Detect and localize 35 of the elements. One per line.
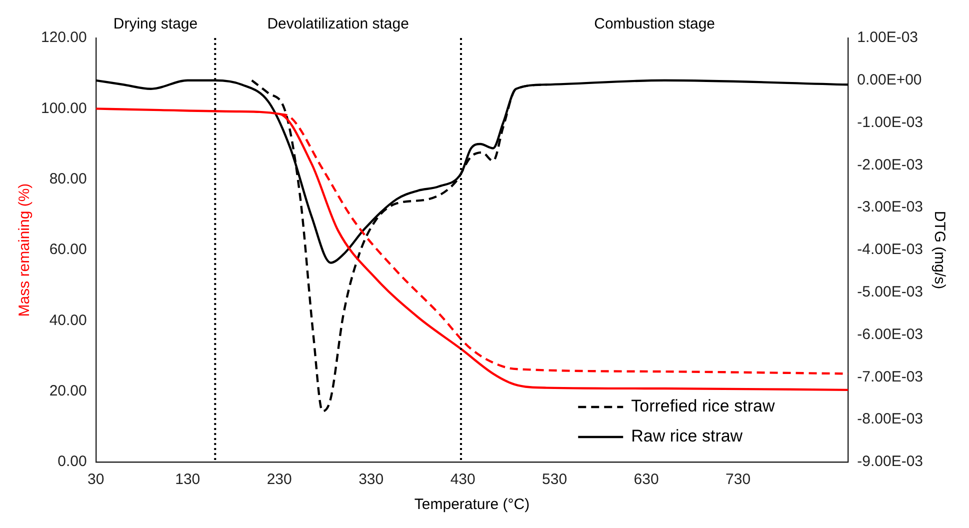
y2-tick-label: -3.00E-03 [857,198,923,216]
x-axis-title: Temperature (°C) [414,496,530,514]
text: Devolatilization stage [267,16,409,33]
x-tick-label: 130 [175,471,200,488]
legend-label: Raw rice straw [631,426,744,446]
y-tick-label: 0.00 [58,453,87,470]
y2-tick-label: -1.00E-03 [857,114,923,131]
text: Combustion stage [594,16,716,33]
y2-tick-label: -6.00E-03 [857,326,923,343]
x-tick-label: 530 [542,471,568,488]
x-tick-label: 330 [358,471,384,488]
y2-tick-label: -7.00E-03 [857,368,923,386]
y2-tick-label: -5.00E-03 [857,284,923,301]
text: Drying stage [113,16,198,33]
y2-axis-title: DTG (mg/s) [930,210,948,290]
y-axis-title: Mass remaining (%) [16,183,34,317]
y2-tick-label: -4.00E-03 [857,241,923,258]
y-tick-label: 100.00 [40,100,87,117]
y-tick-label: 120.00 [40,29,87,46]
x-tick-label: 430 [450,471,476,488]
y2-tick-label: -9.00E-03 [857,453,923,470]
y2-tick-label: 1.00E-03 [857,29,918,46]
y-tick-label: 80.00 [49,170,87,188]
y-tick-label: 60.00 [49,241,87,258]
y-tick-label: 40.00 [49,312,87,329]
x-tick-label: 230 [266,471,292,488]
y2-tick-label: -2.00E-03 [857,156,923,174]
y2-tick-label: 0.00E+00 [857,72,922,89]
x-tick-label: 30 [88,471,104,488]
x-tick-label: 630 [634,471,659,488]
y2-tick-label: -8.00E-03 [857,410,923,428]
line-series [96,108,848,392]
y-tick-label: 20.00 [49,382,87,400]
x-tick-label: 730 [726,471,751,488]
legend-label: Torrefied rice straw [631,396,776,416]
